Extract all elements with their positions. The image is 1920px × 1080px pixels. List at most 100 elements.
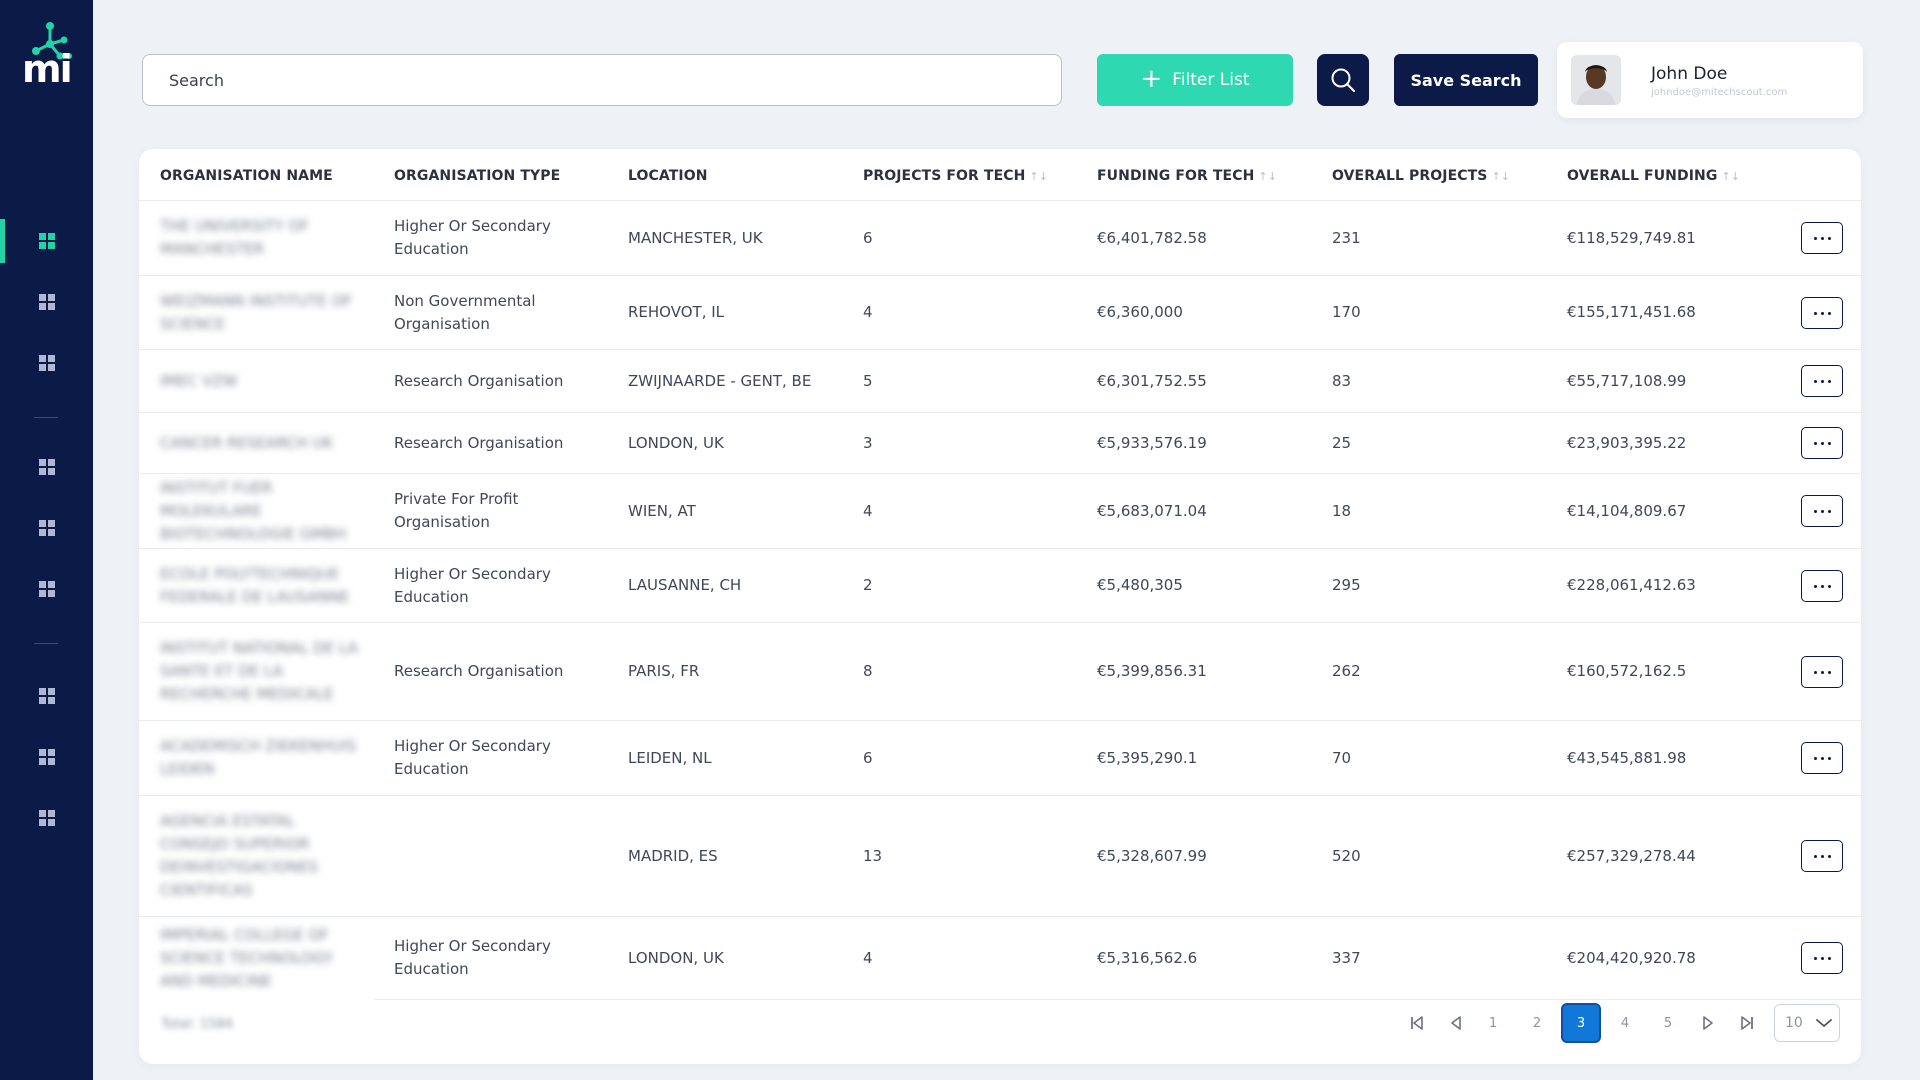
nav-item-3[interactable] bbox=[0, 341, 93, 385]
nav-item-7[interactable] bbox=[0, 674, 93, 718]
page-3-button[interactable]: 3 bbox=[1561, 1003, 1601, 1043]
table-row[interactable]: INSTITUT NATIONAL DE LA SANTE ET DE LA R… bbox=[139, 623, 1861, 721]
per-page-select[interactable]: 10 bbox=[1774, 1004, 1840, 1042]
column-header-overall-projects[interactable]: OVERALL PROJECTS ↑↓ bbox=[1332, 168, 1510, 184]
row-actions-button[interactable] bbox=[1801, 942, 1843, 974]
table-row[interactable]: AGENCIA ESTATAL CONSEJO SUPERIOR DEINVES… bbox=[139, 796, 1861, 917]
page-1-button[interactable]: 1 bbox=[1488, 1015, 1498, 1031]
nav-item-9[interactable] bbox=[0, 796, 93, 840]
more-horizontal-icon bbox=[1813, 509, 1817, 513]
nav-item-4[interactable] bbox=[0, 445, 93, 489]
overall-funding: €55,717,108.99 bbox=[1567, 371, 1687, 390]
search-input[interactable] bbox=[142, 54, 1062, 106]
grid-icon bbox=[38, 233, 55, 249]
nav-divider bbox=[34, 417, 58, 418]
location: MADRID, ES bbox=[628, 846, 718, 865]
organisations-table: ORGANISATION NAME ORGANISATION TYPE LOCA… bbox=[139, 149, 1861, 1064]
filter-list-button[interactable]: + Filter List bbox=[1097, 54, 1293, 106]
location: MANCHESTER, UK bbox=[628, 228, 763, 247]
organisation-type: Higher Or Secondary Education bbox=[394, 217, 551, 258]
funding-for-tech: €6,301,752.55 bbox=[1097, 371, 1207, 390]
overall-funding: €23,903,395.22 bbox=[1567, 433, 1687, 452]
search-button[interactable] bbox=[1317, 54, 1369, 106]
table-row[interactable]: IMEC VZW Research Organisation ZWIJNAARD… bbox=[139, 350, 1861, 413]
projects-for-tech: 6 bbox=[863, 228, 873, 247]
overall-funding: €257,329,278.44 bbox=[1567, 846, 1696, 865]
first-page-icon bbox=[1411, 1016, 1423, 1030]
column-label: ORGANISATION TYPE bbox=[394, 168, 561, 184]
overall-funding: €228,061,412.63 bbox=[1567, 576, 1696, 594]
overall-projects: 337 bbox=[1332, 948, 1361, 967]
sidebar: mi bbox=[0, 0, 93, 1080]
row-actions-button[interactable] bbox=[1801, 427, 1843, 459]
row-actions-button[interactable] bbox=[1801, 840, 1843, 872]
table-row[interactable]: CANCER RESEARCH UK Research Organisation… bbox=[139, 413, 1861, 474]
page-4-button[interactable]: 4 bbox=[1620, 1015, 1630, 1031]
location: ZWIJNAARDE - GENT, BE bbox=[628, 371, 812, 390]
row-actions-button[interactable] bbox=[1801, 570, 1843, 602]
funding-for-tech: €5,316,562.6 bbox=[1097, 948, 1198, 967]
overall-projects: 25 bbox=[1332, 433, 1352, 452]
user-profile-card[interactable]: John Doe johndoe@mitechscout.com bbox=[1557, 42, 1863, 118]
row-actions-button[interactable] bbox=[1801, 656, 1843, 688]
organisation-type: Non Governmental Organisation bbox=[394, 291, 536, 333]
sort-icon: ↑↓ bbox=[1258, 170, 1278, 183]
nav-item-5[interactable] bbox=[0, 506, 93, 550]
more-horizontal-icon bbox=[1813, 854, 1817, 858]
table-row[interactable]: ECOLE POLYTECHNIQUE FEDERALE DE LAUSANNE… bbox=[139, 549, 1861, 623]
column-label: LOCATION bbox=[628, 168, 708, 184]
nav-item-6[interactable] bbox=[0, 567, 93, 611]
more-horizontal-icon bbox=[1813, 956, 1817, 960]
nav-item-1[interactable] bbox=[0, 219, 93, 263]
row-actions-button[interactable] bbox=[1801, 222, 1843, 254]
save-search-button[interactable]: Save Search bbox=[1394, 54, 1538, 106]
sort-icon: ↑↓ bbox=[1721, 170, 1741, 183]
table-row[interactable]: THE UNIVERSITY OF MANCHESTER Higher Or S… bbox=[139, 201, 1861, 276]
logo-text: mi bbox=[22, 47, 73, 91]
row-actions-button[interactable] bbox=[1801, 297, 1843, 329]
nav-item-2[interactable] bbox=[0, 280, 93, 324]
page-2-button[interactable]: 2 bbox=[1532, 1015, 1542, 1031]
location: LAUSANNE, CH bbox=[628, 576, 742, 594]
organisation-type: Research Organisation bbox=[394, 433, 564, 452]
column-label: OVERALL FUNDING bbox=[1567, 168, 1718, 184]
overall-projects: 231 bbox=[1332, 228, 1361, 247]
table-row[interactable]: INSTITUT FUER MOLEKULARE BIOTECHNOLOGIE … bbox=[139, 474, 1861, 549]
column-header-projects-for-tech[interactable]: PROJECTS FOR TECH ↑↓ bbox=[863, 168, 1048, 184]
column-header-organisation-name[interactable]: ORGANISATION NAME bbox=[160, 168, 333, 184]
prev-page-icon bbox=[1451, 1016, 1461, 1030]
first-page-button[interactable] bbox=[1397, 1003, 1437, 1043]
row-actions-button[interactable] bbox=[1801, 742, 1843, 774]
column-header-overall-funding[interactable]: OVERALL FUNDING ↑↓ bbox=[1567, 168, 1740, 184]
last-page-button[interactable] bbox=[1727, 1003, 1767, 1043]
location: PARIS, FR bbox=[628, 662, 700, 680]
molecule-logo-icon bbox=[32, 22, 72, 60]
row-actions-button[interactable] bbox=[1801, 495, 1843, 527]
table-row[interactable]: IMPERIAL COLLEGE OF SCIENCE TECHNOLOGY A… bbox=[139, 917, 1861, 999]
avatar-image bbox=[1571, 55, 1621, 105]
table-row[interactable]: ACADEMISCH ZIEKENHUIS LEIDEN Higher Or S… bbox=[139, 721, 1861, 796]
overall-funding: €43,545,881.98 bbox=[1567, 748, 1687, 767]
column-header-location[interactable]: LOCATION bbox=[628, 168, 708, 184]
next-page-button[interactable] bbox=[1688, 1003, 1728, 1043]
projects-for-tech: 5 bbox=[863, 371, 873, 390]
overall-projects: 262 bbox=[1332, 662, 1361, 680]
per-page-value: 10 bbox=[1785, 1015, 1803, 1031]
prev-page-button[interactable] bbox=[1436, 1003, 1476, 1043]
filter-list-label: Filter List bbox=[1172, 70, 1250, 90]
organisation-name: INSTITUT NATIONAL DE LA SANTE ET DE LA R… bbox=[160, 639, 358, 703]
projects-for-tech: 13 bbox=[863, 846, 883, 865]
sort-icon: ↑↓ bbox=[1491, 170, 1511, 183]
table-row[interactable]: WEIZMANN INSTITUTE OF SCIENCE Non Govern… bbox=[139, 276, 1861, 350]
column-header-organisation-type[interactable]: ORGANISATION TYPE bbox=[394, 168, 560, 184]
row-actions-button[interactable] bbox=[1801, 365, 1843, 397]
plus-icon: + bbox=[1140, 64, 1163, 94]
nav-item-8[interactable] bbox=[0, 735, 93, 779]
organisation-type: Research Organisation bbox=[394, 662, 564, 680]
column-header-funding-for-tech[interactable]: FUNDING FOR TECH ↑↓ bbox=[1097, 168, 1277, 184]
column-label: PROJECTS FOR TECH bbox=[863, 168, 1026, 184]
overall-funding: €155,171,451.68 bbox=[1567, 303, 1696, 321]
page-5-button[interactable]: 5 bbox=[1663, 1015, 1673, 1031]
funding-for-tech: €6,360,000 bbox=[1097, 303, 1183, 321]
organisation-name: IMEC VZW bbox=[160, 371, 238, 390]
